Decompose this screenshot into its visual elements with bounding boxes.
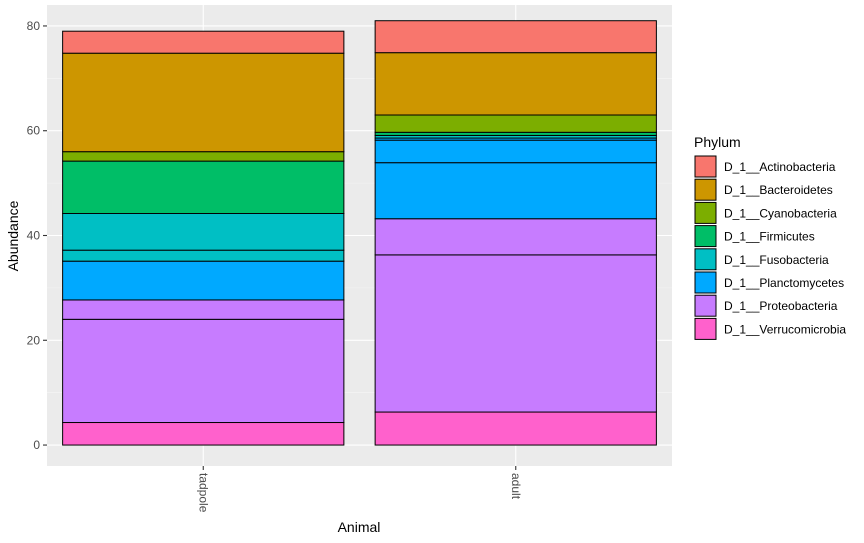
legend-label-d-1-fusobacteria: D_1__Fusobacteria [724,253,829,267]
y-tick-label: 40 [27,229,41,243]
legend-key-d-1-cyanobacteria [694,201,717,224]
bar-segment-adult-d-1-bacteroidetes [374,52,657,116]
legend-label-d-1-bacteroidetes: D_1__Bacteroidetes [724,183,833,197]
legend-key-d-1-planctomycetes [694,271,717,294]
x-axis-title: Animal [338,519,381,535]
bar-segment-tadpole-d-1-proteobacteria [62,299,345,320]
bar-segment-tadpole-d-1-cyanobacteria [62,151,345,162]
x-axis: tadpole adult [196,466,523,513]
y-tick-label: 80 [27,19,41,33]
bar-segment-adult-d-1-proteobacteria [374,218,657,256]
legend-label-d-1-firmicutes: D_1__Firmicutes [724,230,815,244]
bar-segment-adult-d-1-planctomycetes [374,139,657,164]
bar-segment-tadpole-d-1-proteobacteria [62,318,345,424]
bar-segment-tadpole-d-1-firmicutes [62,160,345,214]
bar-segment-tadpole-d-1-actinobacteria [62,30,345,54]
legend-key-d-1-actinobacteria [694,155,717,178]
legend-label-d-1-planctomycetes: D_1__Planctomycetes [724,276,844,290]
legend-key-d-1-fusobacteria [694,248,717,271]
legend-label-d-1-actinobacteria: D_1__Actinobacteria [724,160,836,174]
y-axis: 0 20 40 60 80 [27,19,47,452]
y-tick-label: 60 [27,124,41,138]
bars [62,20,657,446]
bar-segment-adult-d-1-actinobacteria [374,20,657,54]
bar-segment-tadpole-d-1-verrucomicrobia [62,422,345,446]
bar-segment-adult-d-1-planctomycetes [374,162,657,220]
bar-segment-tadpole-d-1-fusobacteria [62,212,345,251]
y-tick-label: 0 [33,438,40,452]
legend-label-d-1-cyanobacteria: D_1__Cyanobacteria [724,206,837,220]
legend-label-d-1-proteobacteria: D_1__Proteobacteria [724,299,838,313]
bar-segment-tadpole-d-1-fusobacteria [62,249,345,262]
legend-key-d-1-bacteroidetes [694,178,717,201]
bar-segment-adult-d-1-cyanobacteria [374,114,657,133]
x-tick-label-tadpole: tadpole [196,473,210,513]
legend-key-d-1-verrucomicrobia [694,317,717,340]
y-axis-title: Abundance [5,200,21,271]
legend-key-d-1-proteobacteria [694,294,717,317]
legend-title: Phylum [694,134,741,150]
bar-segment-tadpole-d-1-bacteroidetes [62,52,345,153]
x-tick-label-adult: adult [509,473,523,500]
legend: Phylum D_1__Actinobacteria D_1__Bacteroid… [694,134,846,340]
bar-segment-adult-d-1-verrucomicrobia [374,411,657,446]
bar-segment-adult-d-1-proteobacteria [374,254,657,413]
bar-segment-tadpole-d-1-planctomycetes [62,260,345,301]
legend-key-d-1-firmicutes [694,225,717,248]
y-tick-label: 20 [27,333,41,347]
legend-label-d-1-verrucomicrobia: D_1__Verrucomicrobia [724,322,846,336]
